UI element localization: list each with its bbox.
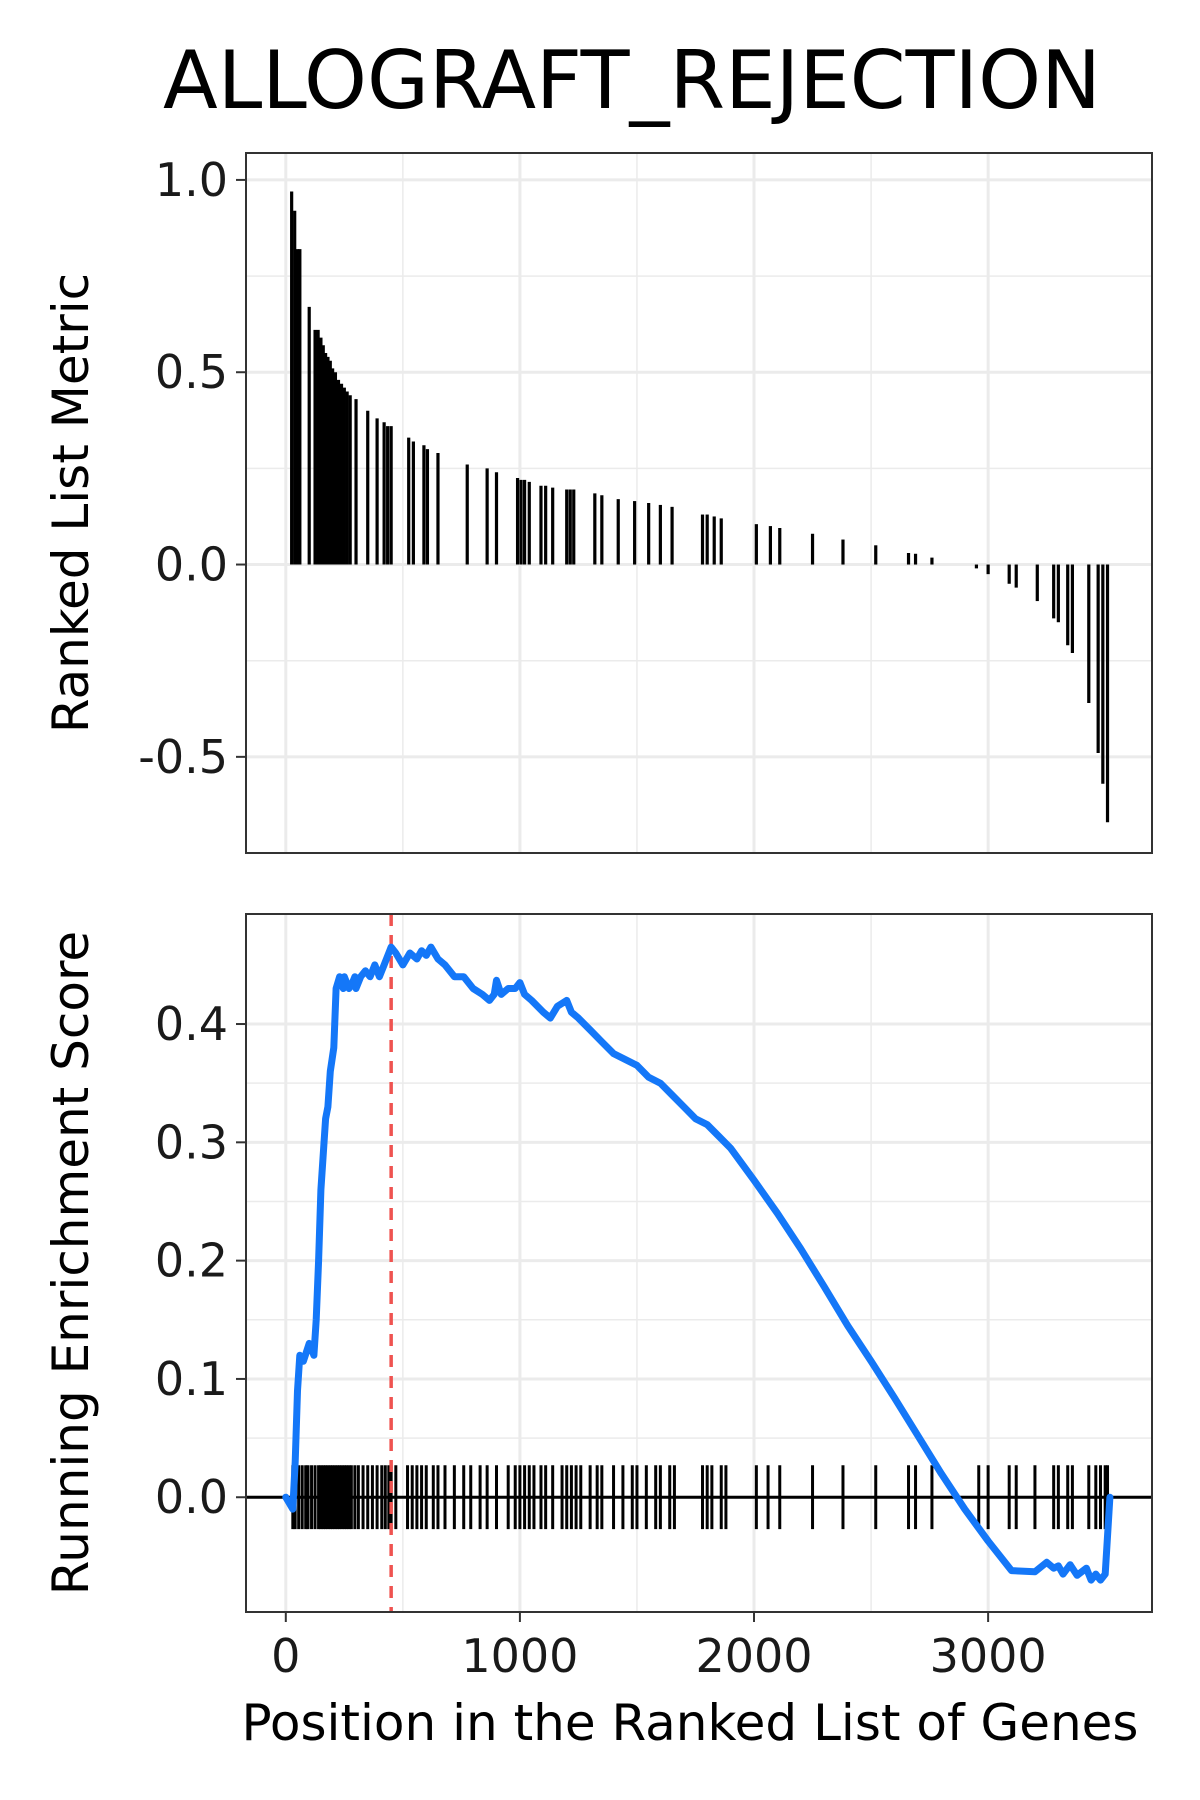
y-tick-label: 0.2 <box>155 1234 228 1288</box>
y-tick-label: 1.0 <box>155 153 228 207</box>
ranked-metric-y-axis: 1.0 0.5 0.0 -0.5 <box>138 153 246 784</box>
x-tick-label: 2000 <box>695 1629 812 1683</box>
y-tick-label: 0.3 <box>155 1115 228 1169</box>
ranked-metric-bars <box>290 191 1110 823</box>
ranked-metric-y-axis-title: Ranked List Metric <box>42 273 100 733</box>
y-tick-label: -0.5 <box>138 730 228 784</box>
running-score-panel: 0.4 0.3 0.2 0.1 0.0 Running Enrichment Score <box>42 913 1153 1613</box>
running-score-y-axis-title: Running Enrichment Score <box>42 931 100 1595</box>
chart-title: ALLOGRAFT_REJECTION <box>163 34 1101 127</box>
ranked-metric-grid <box>246 153 1152 853</box>
x-tick-label: 3000 <box>930 1629 1047 1683</box>
x-axis-title: Position in the Ranked List of Genes <box>242 1694 1139 1752</box>
y-tick-label: 0.0 <box>155 538 228 592</box>
running-score-y-axis: 0.4 0.3 0.2 0.1 0.0 <box>155 997 246 1524</box>
y-tick-label: 0.4 <box>155 997 228 1051</box>
ranked-metric-panel: 1.0 0.5 0.0 -0.5 Ranked List Metric <box>42 152 1153 854</box>
x-tick-label: 0 <box>271 1629 300 1683</box>
y-tick-label: 0.1 <box>155 1352 228 1406</box>
running-score-curve <box>282 943 1114 1584</box>
y-tick-label: 0.5 <box>155 345 228 399</box>
ranked-metric-panel-border <box>245 152 1153 854</box>
x-tick-label: 1000 <box>461 1629 578 1683</box>
x-axis: 0 1000 2000 3000 <box>271 1612 1047 1683</box>
running-score-panel-border <box>245 913 1153 1613</box>
y-tick-label: 0.0 <box>155 1470 228 1524</box>
